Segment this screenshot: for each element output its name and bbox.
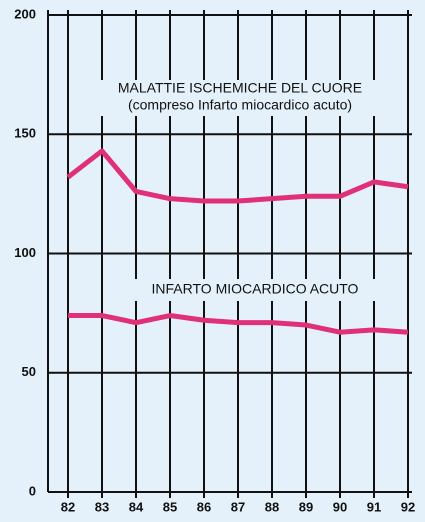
y-tick-label: 0: [29, 483, 36, 498]
x-tick-label: 86: [197, 499, 211, 514]
annotation: (compreso Infarto miocardico acuto): [128, 97, 352, 113]
x-tick-label: 90: [333, 499, 347, 514]
line-series: [66, 148, 409, 204]
y-tick-label: 150: [14, 126, 36, 141]
series-label: MALATTIE ISCHEMICHE DEL CUORE: [118, 80, 362, 96]
x-tick-label: 89: [299, 499, 313, 514]
y-tick-label: 50: [22, 364, 36, 379]
x-tick-label: 87: [231, 499, 245, 514]
x-tick-label: 91: [367, 499, 381, 514]
x-tick-label: 92: [401, 499, 415, 514]
x-tick-label: 85: [163, 499, 177, 514]
x-tick-label: 88: [265, 499, 279, 514]
x-tick-label: 82: [61, 499, 75, 514]
label-background: [110, 279, 400, 301]
y-tick-label: 200: [14, 6, 36, 21]
y-tick-label: 100: [14, 245, 36, 260]
series-label: INFARTO MIOCARDICO ACUTO: [152, 281, 359, 297]
label-background: [75, 80, 405, 116]
x-tick-label: 84: [129, 499, 144, 514]
line-series: [68, 313, 409, 335]
x-tick-label: 83: [95, 499, 109, 514]
